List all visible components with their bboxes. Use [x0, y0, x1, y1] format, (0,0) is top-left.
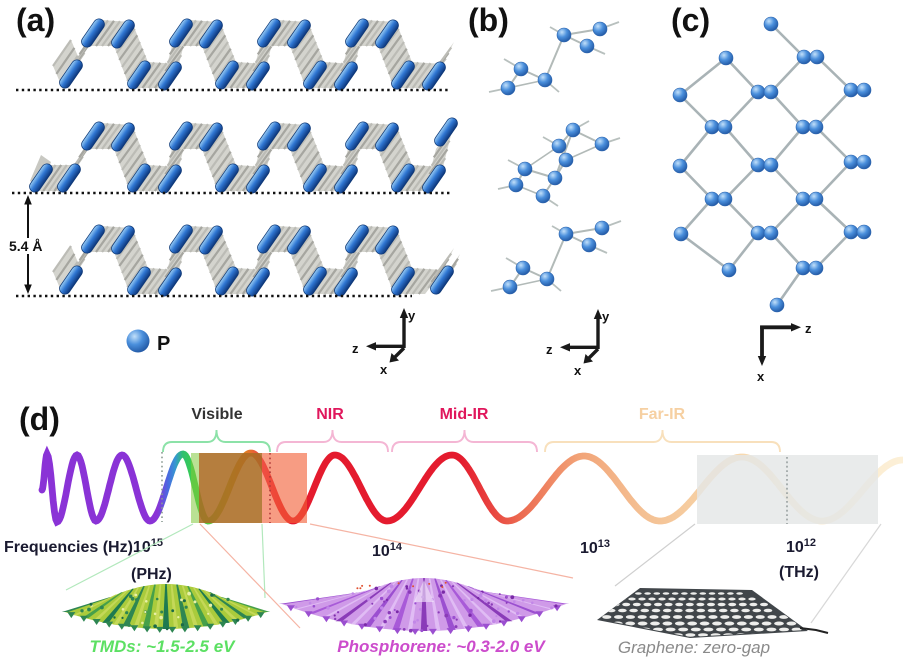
svg-text:z: z [352, 341, 359, 356]
svg-text:Graphene: zero-gap: Graphene: zero-gap [618, 638, 770, 657]
svg-text:(d): (d) [19, 401, 60, 437]
svg-text:(c): (c) [671, 2, 710, 38]
svg-text:1012: 1012 [786, 537, 816, 556]
svg-text:Frequencies (Hz)1015: Frequencies (Hz)1015 [4, 537, 163, 556]
svg-text:z: z [805, 321, 812, 336]
svg-text:NIR: NIR [316, 406, 344, 423]
svg-text:Visible: Visible [191, 406, 242, 423]
svg-text:x: x [757, 369, 765, 384]
svg-text:y: y [408, 308, 416, 323]
svg-text:z: z [546, 342, 553, 357]
svg-text:Far-IR: Far-IR [639, 406, 686, 423]
svg-text:(PHz): (PHz) [131, 566, 172, 583]
svg-text:(b): (b) [468, 2, 509, 38]
svg-text:y: y [602, 309, 610, 324]
svg-text:Phosphorene: ~0.3-2.0 eV: Phosphorene: ~0.3-2.0 eV [337, 637, 546, 656]
svg-text:x: x [380, 362, 388, 377]
svg-text:(THz): (THz) [779, 564, 819, 581]
svg-text:5.4 Å: 5.4 Å [9, 238, 42, 254]
svg-text:Mid-IR: Mid-IR [440, 406, 489, 423]
svg-text:x: x [574, 363, 582, 378]
svg-text:1014: 1014 [372, 541, 403, 560]
svg-text:1013: 1013 [580, 538, 610, 557]
svg-text:TMDs: ~1.5-2.5 eV: TMDs: ~1.5-2.5 eV [89, 637, 236, 656]
svg-text:(a): (a) [16, 2, 55, 38]
svg-text:P: P [157, 333, 170, 355]
